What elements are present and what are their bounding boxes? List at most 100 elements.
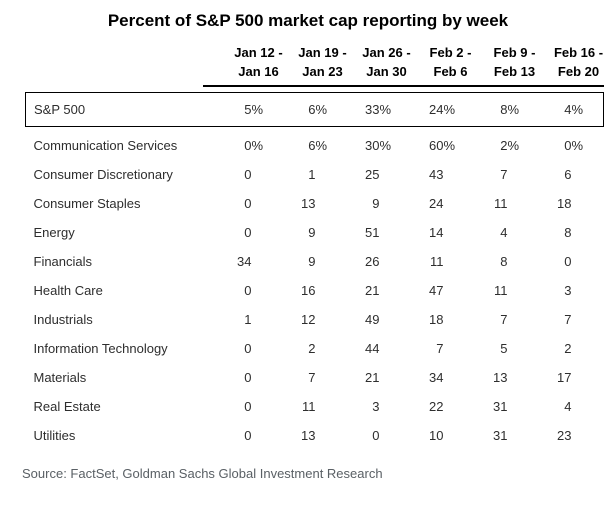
row-pad bbox=[587, 218, 604, 247]
cell-number: 31 bbox=[493, 399, 508, 414]
percent-suffix: % bbox=[571, 138, 584, 153]
col-header-line1: Feb 16 - bbox=[553, 45, 604, 60]
cell-value: 16 bbox=[267, 276, 331, 305]
cell-number: 8 bbox=[500, 254, 508, 269]
cell-number: 12 bbox=[301, 312, 316, 327]
percent-suffix: % bbox=[315, 138, 328, 153]
reporting-table: Jan 12 - Jan 16 Jan 19 - Jan 23 Jan 26 - Ja… bbox=[25, 40, 604, 450]
cell-number: 0 bbox=[244, 428, 252, 443]
cell-value: 18 bbox=[523, 189, 587, 218]
row-label: Financials bbox=[33, 254, 93, 269]
cell-value: 0% bbox=[203, 131, 267, 160]
cell-value: 13 bbox=[267, 189, 331, 218]
row-label: Energy bbox=[33, 225, 75, 240]
cell-number: 21 bbox=[365, 283, 380, 298]
row-pad bbox=[587, 363, 604, 392]
cell-number: 51 bbox=[365, 225, 380, 240]
cell-number: 11 bbox=[494, 196, 508, 211]
table-row: Information Technology 0 2 44 7 5 2 bbox=[26, 334, 604, 363]
cell-value: 0 bbox=[203, 421, 267, 450]
cell-number: 13 bbox=[301, 428, 316, 443]
col-header-line2: Jan 23 bbox=[302, 64, 343, 79]
cell-number: 16 bbox=[301, 283, 316, 298]
percent-suffix: % bbox=[251, 102, 264, 117]
cell-number: 0 bbox=[244, 283, 252, 298]
table-row: Materials 0 7 21 34 13 17 bbox=[26, 363, 604, 392]
col-header-line1: Feb 9 - bbox=[493, 45, 536, 60]
cell-number: 34 bbox=[429, 370, 444, 385]
cell-number: 33 bbox=[365, 102, 380, 117]
cell-number: 9 bbox=[308, 254, 316, 269]
cell-number: 3 bbox=[372, 399, 380, 414]
cell-number: 6 bbox=[308, 102, 316, 117]
cell-value: 47 bbox=[395, 276, 459, 305]
cell-value: 17 bbox=[523, 363, 587, 392]
cell-number: 43 bbox=[429, 167, 444, 182]
col-header-line1: Jan 19 - bbox=[298, 45, 347, 60]
cell-value: 11 bbox=[459, 189, 523, 218]
cell-number: 5 bbox=[244, 102, 252, 117]
percent-suffix: % bbox=[507, 138, 520, 153]
cell-number: 26 bbox=[365, 254, 380, 269]
cell-value: 0 bbox=[203, 334, 267, 363]
cell-number: 0 bbox=[564, 138, 572, 153]
cell-value: 7 bbox=[523, 305, 587, 334]
cell-number: 24 bbox=[429, 196, 444, 211]
cell-number: 18 bbox=[557, 196, 572, 211]
cell-number: 9 bbox=[308, 225, 316, 240]
table-row: Industrials 1 12 49 18 7 7 bbox=[26, 305, 604, 334]
cell-number: 1 bbox=[244, 312, 252, 327]
cell-value: 51 bbox=[331, 218, 395, 247]
row-label: Health Care bbox=[33, 283, 103, 298]
col-header: Feb 9 - Feb 13 bbox=[458, 40, 535, 87]
cell-number: 6 bbox=[564, 167, 572, 182]
table-row: Health Care 0 16 21 47 11 3 bbox=[26, 276, 604, 305]
cell-value: 5 bbox=[459, 334, 523, 363]
col-header: Feb 2 - Feb 6 bbox=[394, 40, 471, 87]
cell-value: 0 bbox=[203, 392, 267, 421]
col-header-line1: Jan 26 - bbox=[362, 45, 411, 60]
cell-number: 8 bbox=[564, 225, 572, 240]
percent-suffix: % bbox=[251, 138, 264, 153]
cell-value: 31 bbox=[459, 392, 523, 421]
cell-value: 11 bbox=[459, 276, 523, 305]
cell-value: 43 bbox=[395, 160, 459, 189]
header-pad bbox=[586, 40, 604, 87]
cell-number: 13 bbox=[301, 196, 316, 211]
col-header-line2: Jan 16 bbox=[238, 64, 279, 79]
cell-number: 3 bbox=[564, 283, 572, 298]
cell-number: 7 bbox=[308, 370, 316, 385]
cell-number: 0 bbox=[244, 341, 252, 356]
cell-number: 21 bbox=[365, 370, 380, 385]
cell-number: 34 bbox=[237, 254, 252, 269]
row-pad bbox=[587, 421, 604, 450]
col-header-line2: Feb 6 bbox=[433, 64, 468, 79]
cell-number: 23 bbox=[557, 428, 572, 443]
cell-number: 44 bbox=[365, 341, 380, 356]
cell-number: 49 bbox=[365, 312, 380, 327]
cell-value: 21 bbox=[331, 276, 395, 305]
cell-value: 10 bbox=[395, 421, 459, 450]
col-header: Feb 16 - Feb 20 bbox=[522, 40, 603, 87]
cell-value: 11 bbox=[267, 392, 331, 421]
percent-suffix: % bbox=[315, 102, 328, 117]
cell-value: 7 bbox=[459, 305, 523, 334]
cell-number: 7 bbox=[564, 312, 572, 327]
cell-number: 0 bbox=[244, 399, 252, 414]
cell-value: 24 bbox=[395, 189, 459, 218]
label-column-header bbox=[26, 40, 203, 86]
cell-value: 14 bbox=[395, 218, 459, 247]
cell-value: 34 bbox=[203, 247, 267, 276]
col-header-line1: Jan 12 - bbox=[234, 45, 283, 60]
cell-value: 3 bbox=[523, 276, 587, 305]
cell-number: 4 bbox=[500, 225, 508, 240]
col-header: Jan 19 - Jan 23 bbox=[266, 40, 347, 87]
table-row: Financials 34 9 26 11 8 0 bbox=[26, 247, 604, 276]
cell-value: 0 bbox=[331, 421, 395, 450]
cell-number: 60 bbox=[429, 138, 444, 153]
cell-number: 0 bbox=[372, 428, 380, 443]
cell-value: 0% bbox=[523, 131, 587, 160]
row-label: Real Estate bbox=[33, 399, 101, 414]
percent-suffix: % bbox=[443, 102, 456, 117]
col-header: Jan 26 - Jan 30 bbox=[330, 40, 411, 87]
